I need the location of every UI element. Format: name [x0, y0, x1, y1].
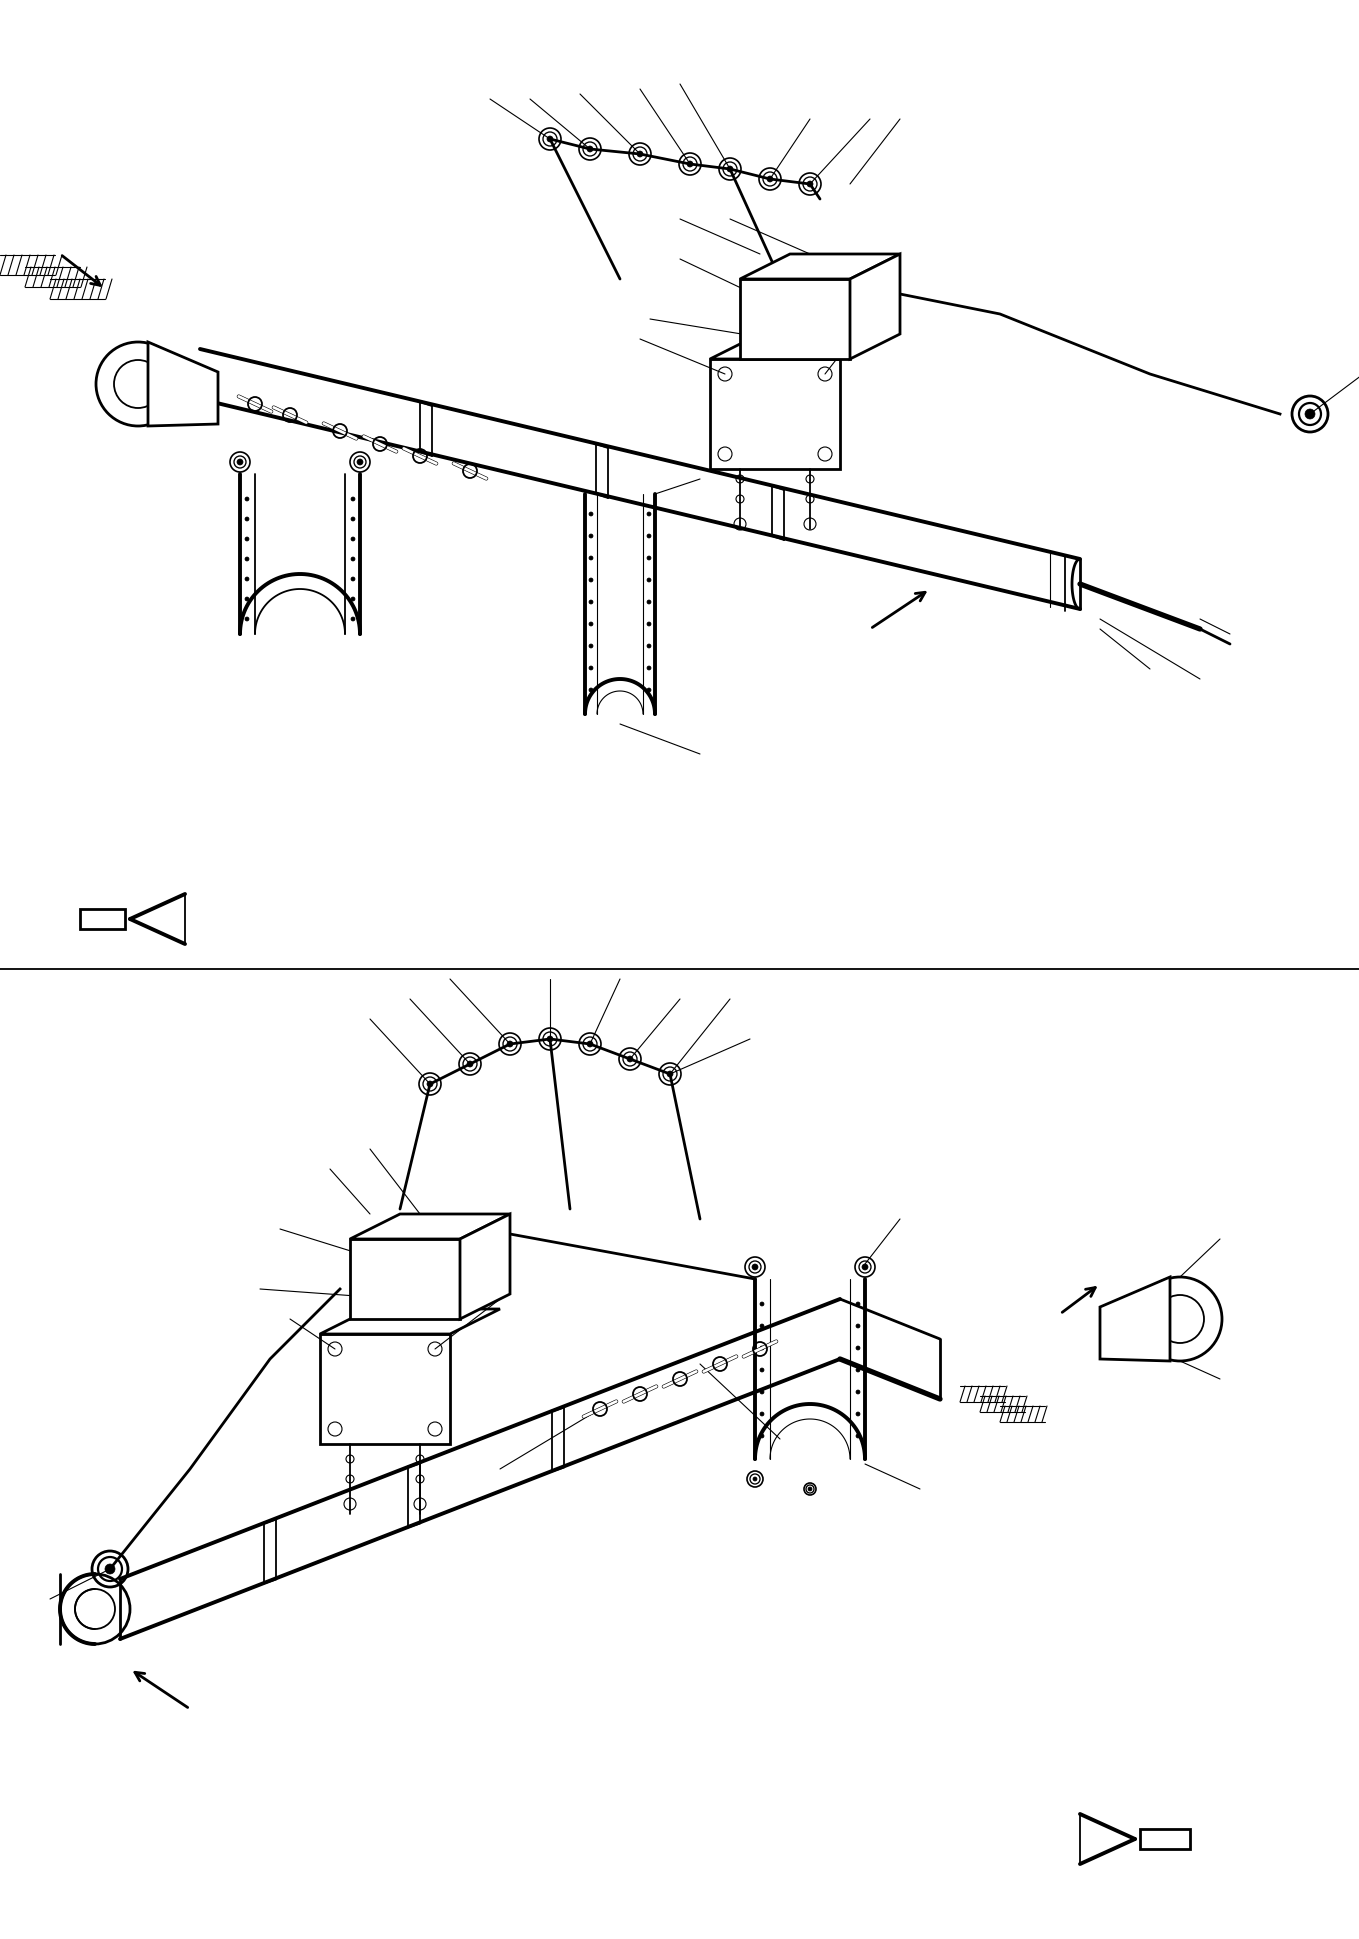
Polygon shape: [351, 1214, 510, 1239]
Polygon shape: [741, 279, 849, 361]
Circle shape: [766, 176, 773, 182]
Circle shape: [587, 147, 593, 153]
Circle shape: [588, 535, 593, 539]
Polygon shape: [148, 343, 217, 427]
Circle shape: [351, 597, 355, 601]
Circle shape: [856, 1369, 860, 1373]
Circle shape: [647, 556, 651, 560]
Circle shape: [647, 535, 651, 539]
Circle shape: [507, 1041, 512, 1047]
Polygon shape: [80, 909, 125, 929]
Circle shape: [727, 167, 733, 173]
Circle shape: [647, 644, 651, 650]
Circle shape: [587, 1041, 593, 1047]
Circle shape: [245, 498, 249, 502]
Circle shape: [760, 1369, 764, 1373]
Circle shape: [760, 1390, 764, 1394]
Circle shape: [856, 1435, 860, 1439]
Circle shape: [637, 151, 643, 157]
Polygon shape: [849, 254, 900, 361]
Polygon shape: [741, 254, 900, 279]
Circle shape: [647, 578, 651, 584]
Circle shape: [105, 1565, 116, 1574]
Circle shape: [245, 619, 249, 622]
Circle shape: [760, 1412, 764, 1415]
Polygon shape: [319, 1309, 500, 1334]
Circle shape: [351, 537, 355, 541]
Circle shape: [753, 1478, 757, 1481]
Circle shape: [351, 518, 355, 522]
Circle shape: [588, 667, 593, 671]
Circle shape: [647, 688, 651, 692]
Circle shape: [647, 601, 651, 605]
Circle shape: [588, 578, 593, 584]
Circle shape: [760, 1303, 764, 1307]
Circle shape: [752, 1264, 758, 1270]
Circle shape: [1305, 409, 1316, 419]
Circle shape: [588, 688, 593, 692]
Circle shape: [467, 1061, 473, 1068]
Circle shape: [856, 1412, 860, 1415]
Circle shape: [856, 1346, 860, 1350]
Circle shape: [245, 558, 249, 562]
Circle shape: [856, 1390, 860, 1394]
Circle shape: [588, 622, 593, 626]
Circle shape: [245, 537, 249, 541]
Circle shape: [548, 1037, 553, 1043]
Circle shape: [856, 1303, 860, 1307]
Circle shape: [245, 518, 249, 522]
Polygon shape: [1099, 1278, 1170, 1361]
Circle shape: [626, 1057, 633, 1063]
Circle shape: [245, 597, 249, 601]
Circle shape: [245, 578, 249, 582]
Circle shape: [667, 1072, 673, 1078]
Polygon shape: [459, 1214, 510, 1319]
Circle shape: [809, 1487, 811, 1491]
Circle shape: [357, 460, 363, 465]
Circle shape: [236, 460, 243, 465]
Circle shape: [588, 512, 593, 516]
Circle shape: [351, 558, 355, 562]
Circle shape: [427, 1082, 434, 1088]
Circle shape: [548, 138, 553, 143]
Circle shape: [760, 1346, 764, 1350]
Circle shape: [351, 619, 355, 622]
Circle shape: [351, 578, 355, 582]
Polygon shape: [1140, 1828, 1190, 1850]
Circle shape: [856, 1324, 860, 1328]
Circle shape: [588, 556, 593, 560]
Circle shape: [862, 1264, 868, 1270]
Circle shape: [647, 622, 651, 626]
Circle shape: [760, 1435, 764, 1439]
Circle shape: [647, 512, 651, 516]
Polygon shape: [351, 1239, 459, 1319]
Circle shape: [588, 601, 593, 605]
Circle shape: [647, 667, 651, 671]
Polygon shape: [709, 361, 840, 469]
Circle shape: [760, 1324, 764, 1328]
Circle shape: [588, 644, 593, 650]
Polygon shape: [709, 335, 890, 361]
Circle shape: [351, 498, 355, 502]
Polygon shape: [319, 1334, 450, 1445]
Circle shape: [688, 163, 693, 169]
Circle shape: [807, 182, 813, 188]
